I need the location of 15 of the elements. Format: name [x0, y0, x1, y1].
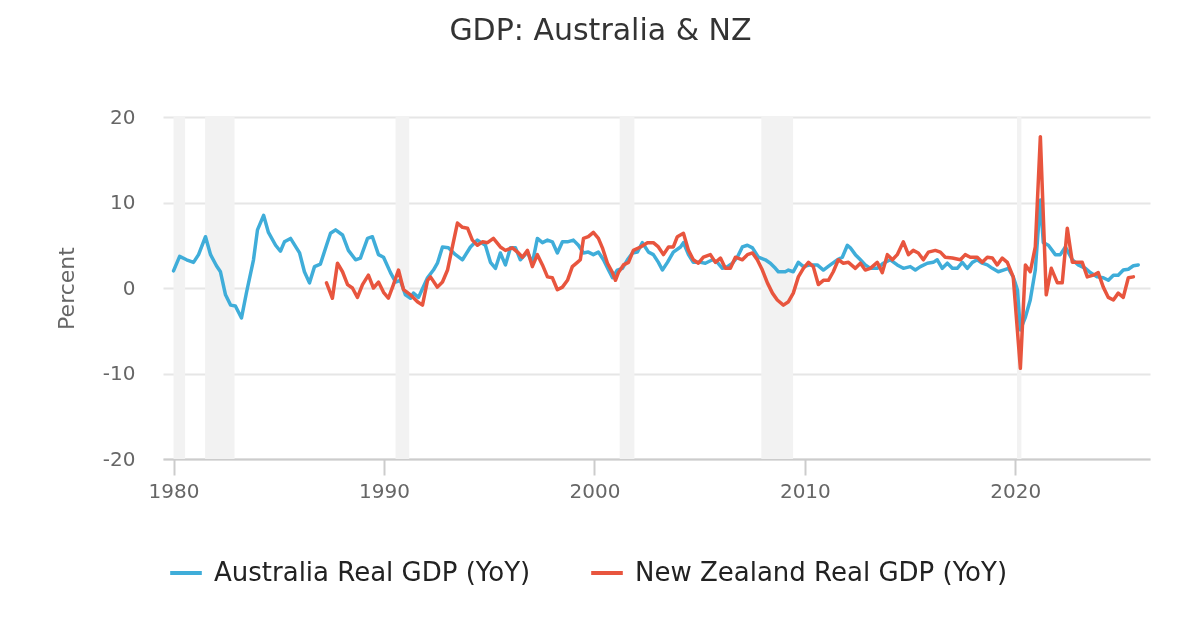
y-tick-label: 20 [110, 104, 136, 129]
x-tick-label: 1980 [148, 478, 200, 503]
y-tick-label: -20 [102, 446, 136, 471]
y-tick-label: -10 [102, 361, 136, 385]
x-tick-label: 2000 [569, 478, 621, 503]
line-series [324, 134, 1136, 371]
y-axis-title: Percent [53, 246, 79, 330]
y-tick-label: 0 [122, 275, 136, 300]
chart-title: GDP: Australia & NZ [449, 12, 752, 47]
legend-label: Australia Real GDP (YoY) [214, 557, 531, 587]
y-tick-label: 10 [110, 190, 136, 214]
x-tick-label: 2010 [779, 478, 831, 503]
legend-label: New Zealand Real GDP (YoY) [635, 557, 1008, 587]
x-tick-label: 2020 [990, 478, 1042, 503]
x-tick-label: 1990 [359, 478, 410, 503]
